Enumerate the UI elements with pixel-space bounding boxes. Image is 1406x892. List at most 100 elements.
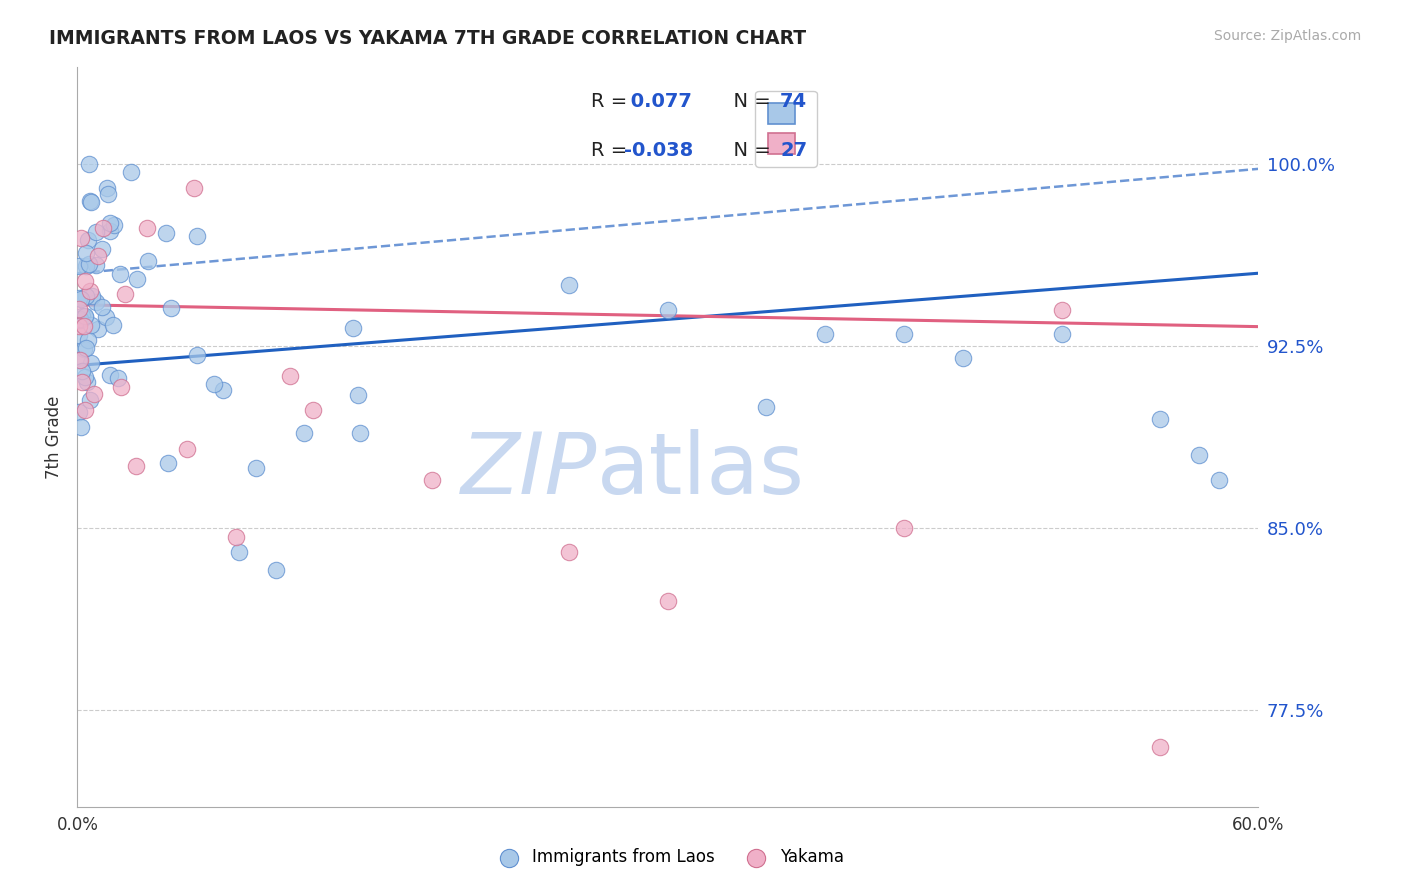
Point xyxy=(814,326,837,341)
Text: -0.038: -0.038 xyxy=(624,141,693,160)
Point xyxy=(1050,326,1073,341)
Point xyxy=(155,226,177,240)
Point xyxy=(90,301,112,315)
Point xyxy=(98,216,121,230)
Point xyxy=(176,442,198,457)
Point xyxy=(657,302,679,317)
Point xyxy=(558,545,581,559)
Point xyxy=(75,289,97,303)
Point xyxy=(1050,302,1073,317)
Point xyxy=(225,530,247,544)
Point xyxy=(136,254,159,268)
Point xyxy=(67,318,90,333)
Point xyxy=(67,328,90,343)
Point xyxy=(1149,739,1171,754)
Point xyxy=(91,220,114,235)
Text: R =: R = xyxy=(591,92,634,112)
Point xyxy=(70,363,93,377)
Point xyxy=(73,403,96,417)
Point xyxy=(1208,473,1230,487)
Point xyxy=(96,310,118,324)
Point xyxy=(80,318,103,332)
Point xyxy=(420,473,443,487)
Point xyxy=(84,294,107,309)
Text: 27: 27 xyxy=(780,141,807,160)
Y-axis label: 7th Grade: 7th Grade xyxy=(45,395,63,479)
Text: ZIP: ZIP xyxy=(461,429,598,512)
Point xyxy=(75,259,97,273)
Point xyxy=(75,341,97,355)
Point xyxy=(264,564,287,578)
Text: 74: 74 xyxy=(780,92,807,112)
Point xyxy=(657,594,679,608)
Point xyxy=(75,246,97,260)
Point xyxy=(97,186,120,201)
Point xyxy=(755,400,778,414)
Point xyxy=(952,351,974,366)
Point xyxy=(73,370,96,384)
Point xyxy=(79,392,101,407)
Point xyxy=(159,301,181,316)
Point xyxy=(80,289,103,303)
Point xyxy=(73,309,96,323)
Text: R =: R = xyxy=(591,141,634,160)
Text: N =: N = xyxy=(721,141,778,160)
Point xyxy=(70,292,93,306)
Text: atlas: atlas xyxy=(598,429,806,512)
Point xyxy=(120,165,142,179)
Point xyxy=(349,426,371,441)
Point xyxy=(228,545,250,559)
Point xyxy=(183,181,205,195)
Point xyxy=(67,259,90,273)
Point xyxy=(67,353,90,368)
Point xyxy=(84,225,107,239)
Point xyxy=(278,369,301,384)
Point xyxy=(83,386,105,401)
Point xyxy=(73,318,96,333)
Point xyxy=(347,388,370,402)
Point xyxy=(86,249,108,263)
Point xyxy=(212,384,235,398)
Point xyxy=(67,301,90,316)
Point xyxy=(302,403,325,417)
Point xyxy=(893,521,915,535)
Point xyxy=(96,181,118,195)
Point xyxy=(67,291,90,305)
Text: Source: ZipAtlas.com: Source: ZipAtlas.com xyxy=(1213,29,1361,44)
Point xyxy=(79,285,101,299)
Point xyxy=(108,267,131,281)
Point xyxy=(1188,448,1211,462)
Point xyxy=(67,312,90,326)
Point xyxy=(79,194,101,209)
Point xyxy=(107,371,129,385)
Text: N =: N = xyxy=(721,92,778,112)
Point xyxy=(69,352,91,367)
Point xyxy=(157,456,180,470)
Point xyxy=(893,326,915,341)
Point xyxy=(103,318,125,333)
Point xyxy=(75,274,97,288)
Text: IMMIGRANTS FROM LAOS VS YAKAMA 7TH GRADE CORRELATION CHART: IMMIGRANTS FROM LAOS VS YAKAMA 7TH GRADE… xyxy=(49,29,806,48)
Point xyxy=(76,333,98,347)
Point xyxy=(125,458,148,473)
Point xyxy=(90,242,112,256)
Point xyxy=(77,257,100,271)
Point xyxy=(79,157,101,171)
Point xyxy=(70,310,93,324)
Point xyxy=(69,312,91,326)
Point xyxy=(202,376,225,391)
Point xyxy=(186,348,208,362)
Point xyxy=(77,233,100,247)
Point xyxy=(342,321,364,335)
Point xyxy=(87,322,110,336)
Point xyxy=(80,356,103,370)
Point xyxy=(79,195,101,210)
Point xyxy=(84,258,107,272)
Point xyxy=(75,310,97,325)
Legend: Immigrants from Laos, Yakama: Immigrants from Laos, Yakama xyxy=(485,842,851,873)
Point xyxy=(125,271,148,285)
Point xyxy=(103,218,125,232)
Point xyxy=(135,221,157,235)
Text: 0.077: 0.077 xyxy=(624,92,692,112)
Point xyxy=(73,343,96,357)
